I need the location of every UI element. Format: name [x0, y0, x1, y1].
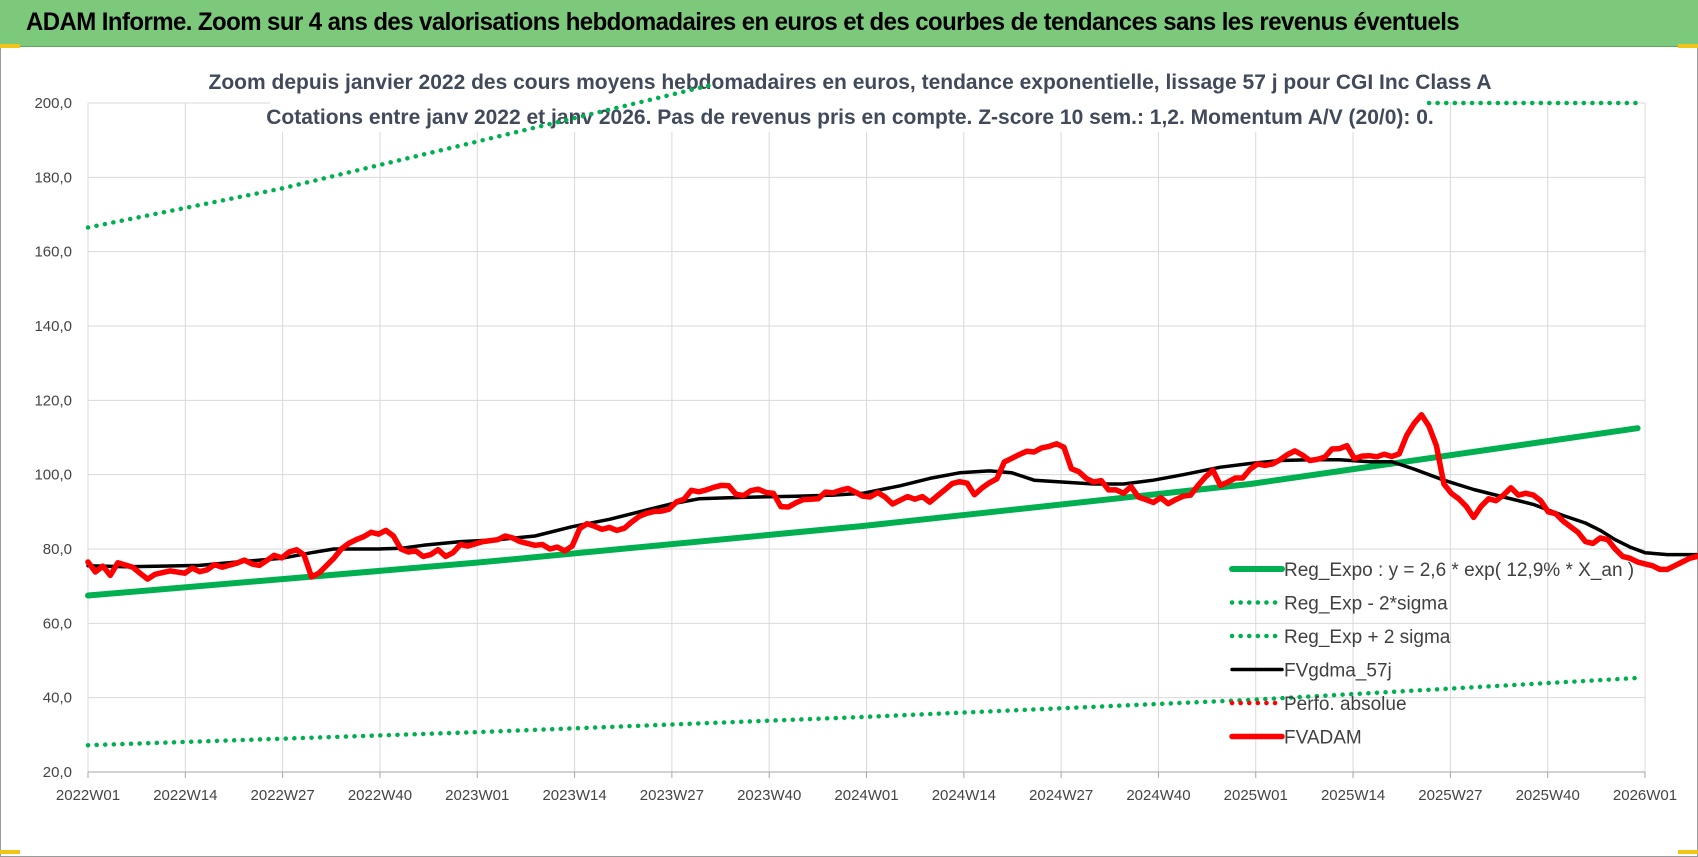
y-tick-label: 100,0: [34, 467, 72, 484]
y-tick-label: 120,0: [34, 392, 72, 409]
x-tick-label: 2023W40: [737, 787, 801, 804]
x-tick-label: 2024W27: [1029, 787, 1093, 804]
title-background: [270, 52, 1430, 132]
corner-mark: [0, 850, 20, 854]
series-line-fvgdma-57j: [86, 458, 1698, 569]
report-header: ADAM Informe. Zoom sur 4 ans des valoris…: [0, 0, 1698, 47]
legend-label: Reg_Exp + 2 sigma: [1284, 627, 1451, 648]
x-tick-label: 2022W01: [56, 787, 120, 804]
chart-title: Zoom depuis janvier 2022 des cours moyen…: [209, 71, 1492, 94]
x-tick-label: 2023W14: [542, 787, 606, 804]
x-tick-label: 2023W27: [640, 787, 704, 804]
y-tick-label: 160,0: [34, 244, 72, 261]
line-chart: 200,0 180,0 160,0 140,0 120,0 100,0 80,0 60,0 40…: [34, 52, 1698, 804]
corner-mark: [0, 44, 20, 48]
y-tick-label: 80,0: [43, 541, 72, 558]
y-tick-label: 200,0: [34, 95, 72, 112]
corner-mark: [1678, 44, 1698, 48]
x-tick-label: 2025W40: [1516, 787, 1580, 804]
x-tick-label: 2025W14: [1321, 787, 1385, 804]
y-axis: 200,0 180,0 160,0 140,0 120,0 100,0 80,0 60,0 40…: [34, 95, 72, 781]
legend-label: Reg_Expo : y = 2,6 * exp( 12,9% * X_an ): [1284, 560, 1634, 581]
x-tick-label: 2025W27: [1418, 787, 1482, 804]
y-tick-label: 180,0: [34, 169, 72, 186]
y-tick-label: 40,0: [43, 690, 72, 707]
chart-grid: [87, 102, 1646, 773]
y-tick-label: 140,0: [34, 318, 72, 335]
x-tick-label: 2022W27: [251, 787, 315, 804]
series-line-reg-expo-y-2-6-exp-12-9-x-an: [85, 425, 1641, 599]
legend-label: Perfo. absolue: [1284, 694, 1407, 715]
x-tick-label: 2024W14: [932, 787, 996, 804]
x-tick-label: 2022W40: [348, 787, 412, 804]
y-tick-label: 60,0: [43, 615, 72, 632]
legend-label: FVADAM: [1284, 728, 1362, 749]
y-tick-label: 20,0: [43, 764, 72, 781]
x-tick-label: 2022W14: [153, 787, 217, 804]
legend-label: Reg_Exp - 2*sigma: [1284, 594, 1448, 615]
x-tick-label: 2024W01: [834, 787, 898, 804]
report-title: ADAM Informe. Zoom sur 4 ans des valoris…: [26, 8, 1460, 36]
chart-series: [85, 82, 1698, 748]
legend-label: FVgdma_57j: [1284, 661, 1392, 682]
x-tick-label: 2023W01: [445, 787, 509, 804]
x-axis: 2022W01 2022W14 2022W27 2022W40 2023W01 2023W…: [56, 771, 1677, 804]
chart-legend: Reg_Expo : y = 2,6 * exp( 12,9% * X_an )…: [1229, 560, 1634, 749]
series-line-fvadam: [85, 412, 1698, 582]
x-tick-label: 2025W01: [1224, 787, 1288, 804]
chart-subtitle: Cotations entre janv 2022 et janv 2026. …: [266, 106, 1434, 129]
x-tick-label: 2026W01: [1613, 787, 1677, 804]
series-line-reg-exp-2-sigma: [85, 675, 1640, 748]
corner-mark: [1678, 850, 1698, 854]
x-tick-label: 2024W40: [1126, 787, 1190, 804]
